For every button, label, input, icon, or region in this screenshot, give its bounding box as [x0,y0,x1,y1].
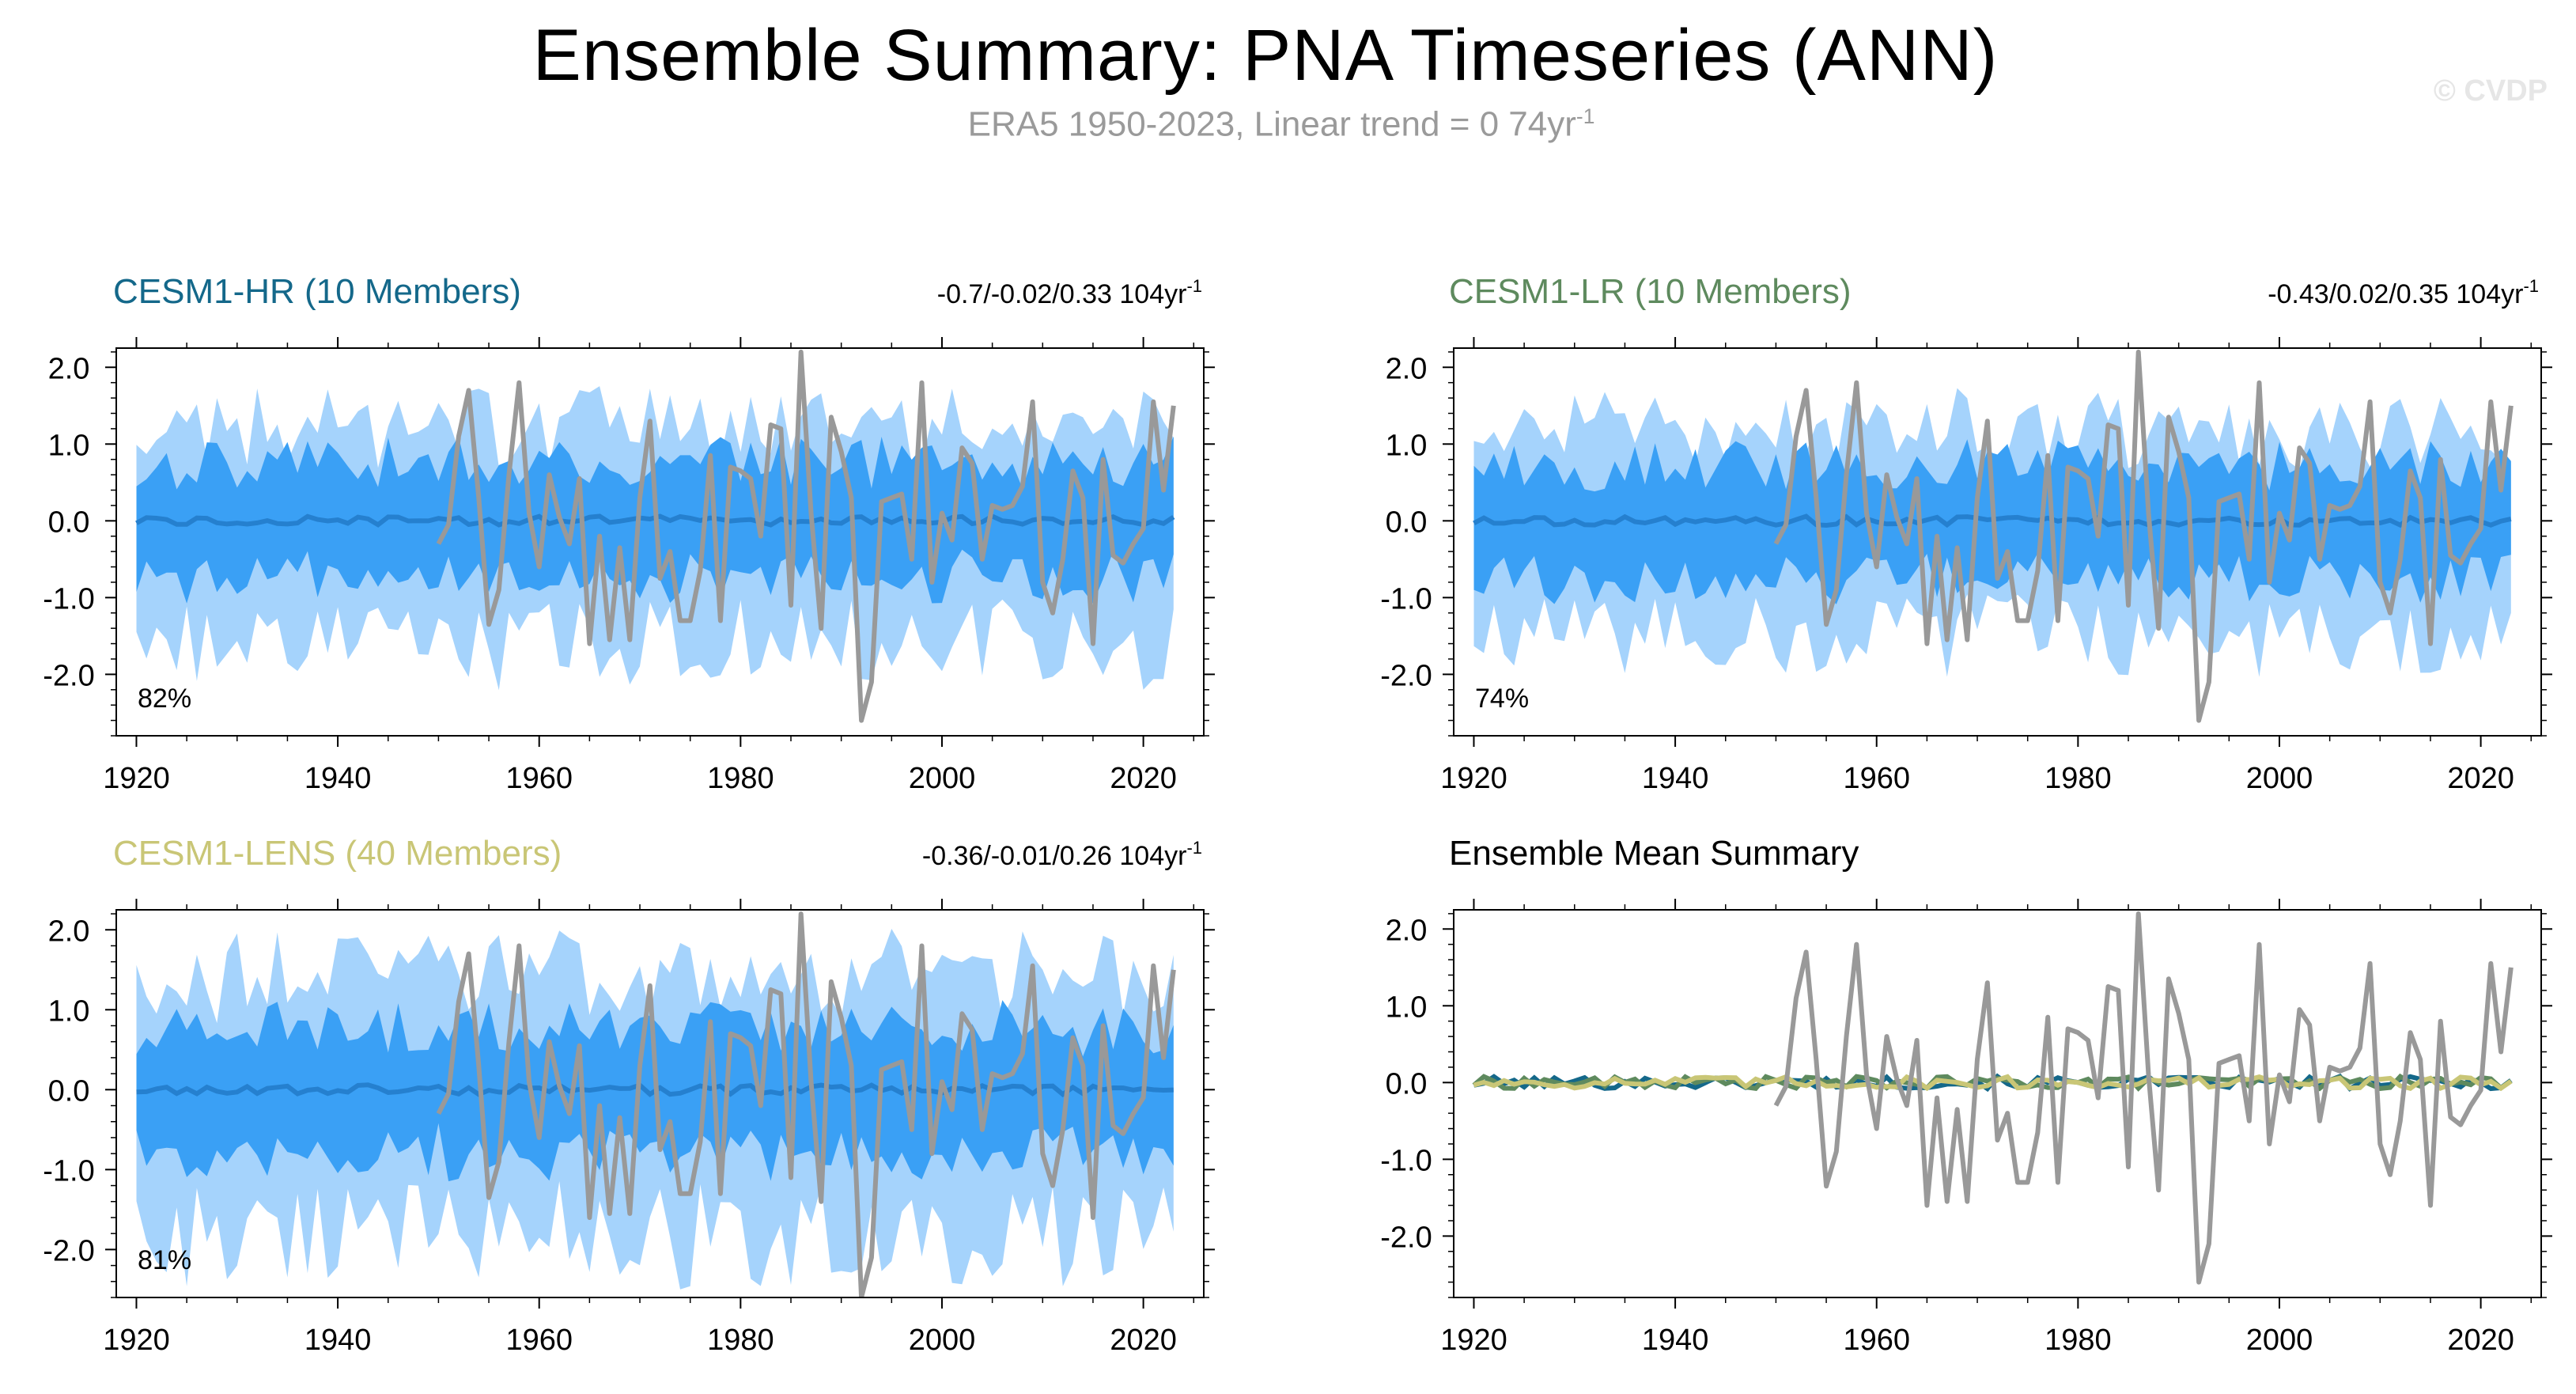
percent-label: 81% [138,1245,191,1275]
x-tick-label: 1920 [103,1324,170,1357]
y-tick-label: -2.0 [43,1234,94,1267]
panel-title: CESM1-LR (10 Members) [1449,272,1852,311]
x-tick-label: 2000 [2246,1324,2313,1357]
x-tick-label: 1980 [707,762,774,795]
x-tick-label: 1940 [305,1324,372,1357]
panel-lens: 2.0 1.0 0.0 -1.0 -2.0 1920 1940 1960 1980 2000 202… [43,834,1215,1357]
trend-label-text: -0.36/-0.01/0.26 104yr [922,841,1187,871]
y-tick-label: -1.0 [1380,582,1432,616]
trend-label: -0.43/0.02/0.35 104yr-1 [2268,276,2539,309]
x-tick-label: 1980 [2045,762,2112,795]
figure-title: Ensemble Summary: PNA Timeseries (ANN) [532,15,1999,96]
y-tick-label: 2.0 [1386,352,1428,385]
percent-label: 82% [138,684,191,714]
plot-frame [115,909,1205,1298]
x-tick-label: 2000 [2246,762,2313,795]
y-tick-label: 2.0 [48,915,90,948]
x-tick-label: 1960 [1843,1324,1910,1357]
plot-frame [115,347,1205,737]
x-tick-label: 1920 [103,762,170,795]
subtitle-superscript: -1 [1575,104,1595,128]
x-tick-label: 1920 [1440,762,1507,795]
x-tick-label: 1920 [1440,1324,1507,1357]
plot-area-lr [1473,349,2514,723]
plot-area-hr [135,349,1176,723]
y-tick-label: 0.0 [48,1074,90,1108]
panel-mean: 2.0 1.0 0.0 -1.0 -2.0 1920 1940 1960 1980 2000 202… [1380,834,2552,1357]
trend-label-sup: -1 [2523,276,2539,296]
y-tick-label: 2.0 [48,352,90,385]
plot-area-mean [1472,911,2514,1285]
x-tick-label: 1940 [1642,1324,1709,1357]
x-tick-label: 2020 [1110,762,1177,795]
trend-label-sup: -1 [1186,276,1202,296]
trend-label-text: -0.43/0.02/0.35 104yr [2268,279,2523,309]
panel-title: CESM1-HR (10 Members) [113,272,521,311]
panel-title: Ensemble Mean Summary [1449,834,1859,873]
trend-label: -0.36/-0.01/0.26 104yr-1 [922,838,1202,871]
x-tick-label: 1940 [305,762,372,795]
x-tick-label: 2000 [909,762,976,795]
x-tick-label: 1940 [1642,762,1709,795]
observed-timeseries-line [436,349,1176,723]
y-tick-label: -2.0 [1380,1221,1432,1254]
y-tick-label: 1.0 [1386,429,1428,462]
x-tick-label: 1960 [1843,762,1910,795]
observed-timeseries-line [1773,349,2514,723]
y-tick-label: 2.0 [1386,914,1428,947]
trend-label: -0.7/-0.02/0.33 104yr-1 [937,276,1202,309]
panel-hr: 2.0 1.0 0.0 -1.0 -2.0 1920 1940 1960 1980 2000 202… [43,272,1215,795]
plot-frame [1453,909,2542,1298]
cvdp-watermark: © CVDP [2433,74,2548,108]
y-tick-label: 0.0 [48,506,90,539]
panel-lr: 2.0 1.0 0.0 -1.0 -2.0 1920 1940 1960 1980 2000 202… [1380,272,2552,795]
panel-title: CESM1-LENS (40 Members) [113,834,562,873]
y-tick-label: -1.0 [43,582,94,616]
percent-label: 74% [1475,684,1529,714]
y-tick-label: -2.0 [1380,659,1432,692]
x-tick-label: 2020 [1110,1324,1177,1357]
y-tick-label: 1.0 [48,994,90,1028]
plot-frame [1453,347,2542,737]
y-tick-label: 0.0 [1386,506,1428,539]
x-tick-label: 2000 [909,1324,976,1357]
trend-label-text: -0.7/-0.02/0.33 104yr [937,279,1187,309]
subtitle-text: ERA5 1950-2023, Linear trend = 0 74yr [967,104,1576,144]
figure-subtitle: ERA5 1950-2023, Linear trend = 0 74yr-1 [0,104,2563,145]
observed-timeseries-line [1773,911,2514,1285]
y-tick-label: -2.0 [43,659,94,692]
observed-timeseries-line [436,911,1176,1297]
x-tick-label: 1960 [505,762,573,795]
x-tick-label: 2020 [2447,762,2514,795]
x-tick-label: 1960 [505,1324,573,1357]
trend-label-sup: -1 [1186,838,1202,858]
y-tick-label: 0.0 [1386,1067,1428,1100]
x-tick-label: 2020 [2447,1324,2514,1357]
plot-area-lens [136,911,1176,1297]
y-tick-label: -1.0 [1380,1144,1432,1177]
x-tick-label: 1980 [2045,1324,2112,1357]
y-tick-label: 1.0 [48,429,90,462]
y-tick-label: 1.0 [1386,991,1428,1024]
x-tick-label: 1980 [707,1324,774,1357]
y-tick-label: -1.0 [43,1154,94,1188]
